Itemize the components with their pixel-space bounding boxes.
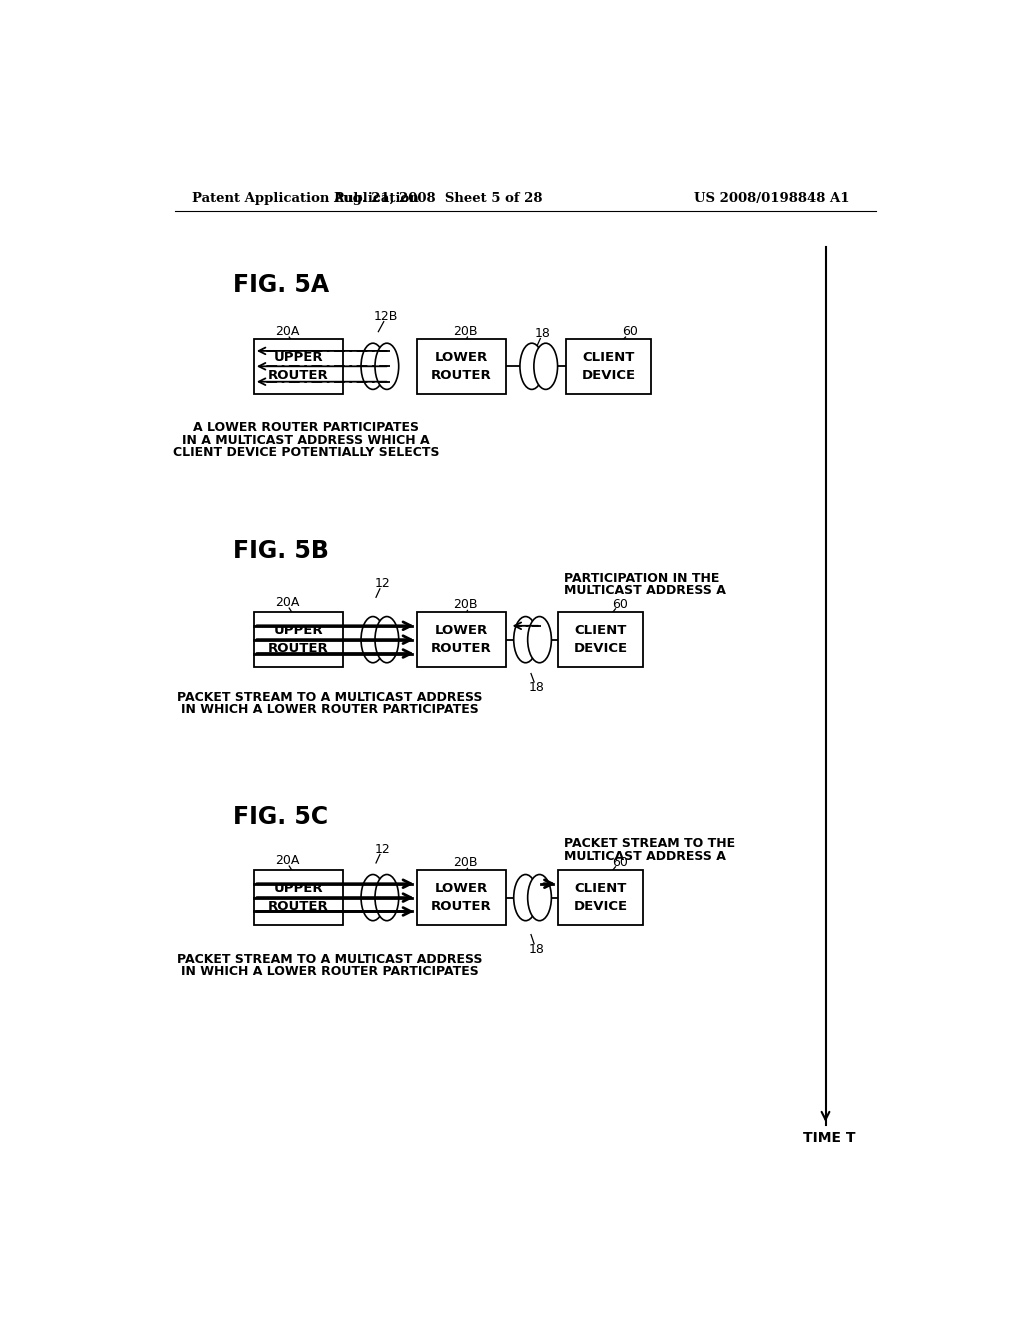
Text: 20B: 20B [453, 598, 477, 611]
FancyBboxPatch shape [417, 870, 506, 925]
Text: IN WHICH A LOWER ROUTER PARTICIPATES: IN WHICH A LOWER ROUTER PARTICIPATES [180, 965, 478, 978]
Text: 60: 60 [623, 325, 638, 338]
Text: 18: 18 [535, 326, 551, 339]
Ellipse shape [375, 616, 398, 663]
Text: 20A: 20A [274, 854, 299, 867]
Ellipse shape [534, 343, 558, 389]
Text: IN WHICH A LOWER ROUTER PARTICIPATES: IN WHICH A LOWER ROUTER PARTICIPATES [180, 704, 478, 717]
Text: UPPER
ROUTER: UPPER ROUTER [268, 882, 329, 913]
Text: FIG. 5A: FIG. 5A [232, 273, 329, 297]
Ellipse shape [361, 343, 385, 389]
Text: LOWER
ROUTER: LOWER ROUTER [431, 882, 492, 913]
FancyBboxPatch shape [558, 870, 643, 925]
Text: Patent Application Publication: Patent Application Publication [191, 191, 418, 205]
Text: 20A: 20A [274, 325, 299, 338]
Text: 60: 60 [612, 855, 628, 869]
Text: UPPER
ROUTER: UPPER ROUTER [268, 351, 329, 381]
Text: 18: 18 [528, 681, 545, 694]
Text: PACKET STREAM TO A MULTICAST ADDRESS: PACKET STREAM TO A MULTICAST ADDRESS [177, 690, 482, 704]
Text: Aug. 21, 2008  Sheet 5 of 28: Aug. 21, 2008 Sheet 5 of 28 [333, 191, 543, 205]
Text: 20B: 20B [453, 325, 477, 338]
FancyBboxPatch shape [417, 339, 506, 395]
Text: PACKET STREAM TO THE: PACKET STREAM TO THE [564, 837, 735, 850]
FancyBboxPatch shape [566, 339, 651, 395]
FancyBboxPatch shape [254, 339, 343, 395]
Text: CLIENT
DEVICE: CLIENT DEVICE [573, 882, 628, 913]
Ellipse shape [361, 874, 385, 921]
Ellipse shape [375, 874, 398, 921]
Text: FIG. 5C: FIG. 5C [232, 805, 328, 829]
FancyBboxPatch shape [254, 612, 343, 668]
Ellipse shape [527, 874, 551, 921]
Text: TIME T: TIME T [803, 1131, 856, 1144]
Text: IN A MULTICAST ADDRESS WHICH A: IN A MULTICAST ADDRESS WHICH A [182, 434, 430, 446]
Text: 20B: 20B [453, 857, 477, 870]
Ellipse shape [514, 616, 538, 663]
FancyBboxPatch shape [254, 870, 343, 925]
Text: US 2008/0198848 A1: US 2008/0198848 A1 [693, 191, 849, 205]
Text: MULTICAST ADDRESS A: MULTICAST ADDRESS A [564, 583, 726, 597]
Text: 12B: 12B [374, 310, 398, 323]
Text: 12: 12 [375, 842, 390, 855]
Ellipse shape [514, 874, 538, 921]
Ellipse shape [520, 343, 544, 389]
Text: 20A: 20A [274, 597, 299, 610]
Text: 18: 18 [528, 944, 545, 957]
Text: 60: 60 [612, 598, 628, 611]
Ellipse shape [527, 616, 551, 663]
Text: LOWER
ROUTER: LOWER ROUTER [431, 624, 492, 655]
Text: 12: 12 [375, 577, 390, 590]
Text: UPPER
ROUTER: UPPER ROUTER [268, 624, 329, 655]
Text: A LOWER ROUTER PARTICIPATES: A LOWER ROUTER PARTICIPATES [194, 421, 419, 434]
Text: FIG. 5B: FIG. 5B [232, 539, 329, 564]
Text: PACKET STREAM TO A MULTICAST ADDRESS: PACKET STREAM TO A MULTICAST ADDRESS [177, 953, 482, 966]
Text: CLIENT DEVICE POTENTIALLY SELECTS: CLIENT DEVICE POTENTIALLY SELECTS [173, 446, 439, 459]
FancyBboxPatch shape [558, 612, 643, 668]
Text: MULTICAST ADDRESS A: MULTICAST ADDRESS A [564, 850, 726, 862]
Ellipse shape [361, 616, 385, 663]
Text: PARTICIPATION IN THE: PARTICIPATION IN THE [564, 572, 720, 585]
Ellipse shape [375, 343, 398, 389]
FancyBboxPatch shape [417, 612, 506, 668]
Text: LOWER
ROUTER: LOWER ROUTER [431, 351, 492, 381]
Text: CLIENT
DEVICE: CLIENT DEVICE [573, 624, 628, 655]
Text: CLIENT
DEVICE: CLIENT DEVICE [582, 351, 636, 381]
